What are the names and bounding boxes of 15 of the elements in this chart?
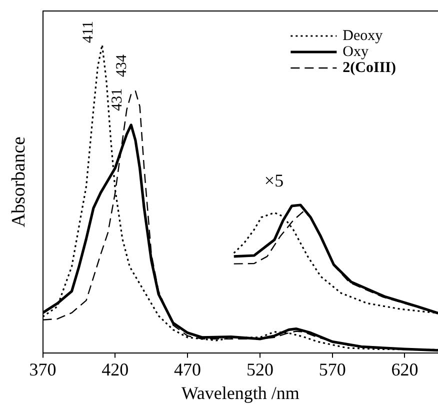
y-axis-title: Absorbance xyxy=(8,136,30,228)
x-tick-label: 570 xyxy=(318,359,346,380)
legend-label: Deoxy xyxy=(342,28,384,44)
annotation: 434 xyxy=(114,54,130,78)
x-tick-label: 420 xyxy=(102,359,129,380)
annotation: 411 xyxy=(80,21,97,43)
x-tick-label: 370 xyxy=(29,359,56,380)
annotation: 431 xyxy=(110,88,126,111)
legend-label: 2(CoIII) xyxy=(342,60,396,76)
x-axis-title: Wavelength /nm xyxy=(181,382,300,403)
annotation: ×5 xyxy=(264,170,284,191)
x-tick-label: 520 xyxy=(246,359,274,380)
x-tick-label: 470 xyxy=(174,359,202,380)
x-tick-label: 620 xyxy=(391,359,418,380)
legend-label: Oxy xyxy=(342,44,369,60)
